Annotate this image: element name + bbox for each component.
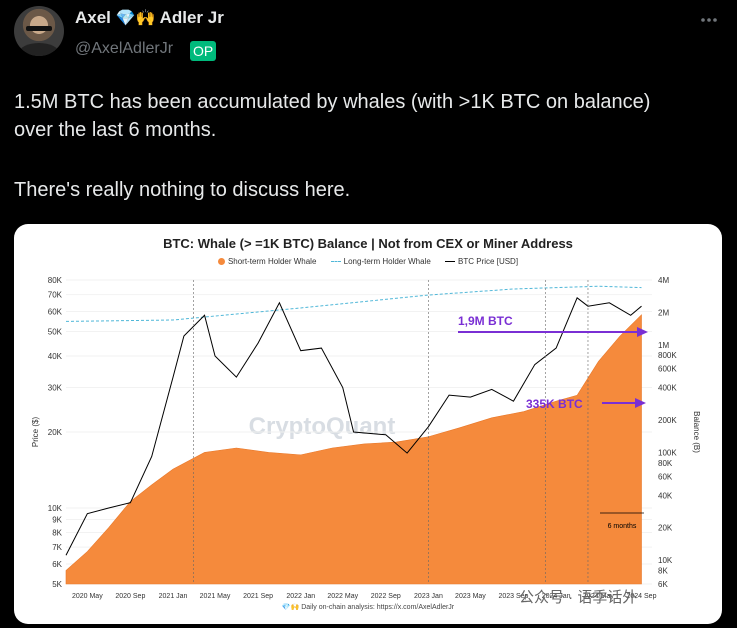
y-left-tick-label: 5K xyxy=(52,580,62,589)
legend-label: BTC Price [USD] xyxy=(458,257,519,266)
y-right-axis-label: Balance (B) xyxy=(692,411,701,453)
legend-item-ltw: Long-term Holder Whale xyxy=(330,257,431,266)
y-left-tick-label: 70K xyxy=(48,291,63,300)
author-emoji: 💎🙌 xyxy=(115,10,156,27)
x-tick-label: 2021 Sep xyxy=(243,593,273,600)
post-image-card[interactable]: BTC: Whale (> =1K BTC) Balance | Not fro… xyxy=(14,224,722,624)
x-tick-label: 2020 Sep xyxy=(115,593,145,600)
chart-footer: 💎🙌 Daily on-chain analysis: https://x.co… xyxy=(281,604,455,611)
x-tick-label: 2021 May xyxy=(200,593,231,600)
y-right-tick-label: 80K xyxy=(658,459,673,468)
post-text-line1: 1.5M BTC has been accumulated by whales … xyxy=(14,91,651,113)
y-left-tick-label: 6K xyxy=(52,560,62,569)
cryptoquant-watermark: CryptoQuant xyxy=(249,413,396,440)
y-right-tick-label: 40K xyxy=(658,491,673,500)
x-tick-label: 2023 May xyxy=(455,593,486,600)
y-left-tick-label: 50K xyxy=(48,328,63,337)
post-text-line2: over the last 6 months. xyxy=(14,119,217,141)
y-left-tick-label: 7K xyxy=(52,543,62,552)
avatar-shirt xyxy=(19,43,59,56)
arrowhead-1-9m-btc xyxy=(637,327,648,337)
annotation-1-9m-btc: 1,9M BTC xyxy=(458,314,513,328)
wechat-watermark: 公众号 · 语季话外 xyxy=(519,589,638,606)
more-horizontal-icon[interactable] xyxy=(695,10,723,30)
author-last-name: Adler Jr xyxy=(159,8,224,27)
y-right-tick-label: 4M xyxy=(658,276,669,285)
y-right-tick-label: 6K xyxy=(658,580,668,589)
y-left-tick-label: 40K xyxy=(48,352,63,361)
y-left-tick-label: 60K xyxy=(48,308,63,317)
x-tick-label: 2023 Sep xyxy=(498,593,528,600)
x-tick-label: 2023 Jan xyxy=(414,593,443,600)
y-left-tick-label: 10K xyxy=(48,504,63,513)
x-tick-label: 2021 Jan xyxy=(159,593,188,600)
avatar-glasses xyxy=(26,26,52,31)
x-tick-label: 2024 Jan xyxy=(542,593,571,600)
y-right-tick-label: 60K xyxy=(658,472,673,481)
series-price-line xyxy=(65,297,642,556)
x-tick-label: 2022 Sep xyxy=(371,593,401,600)
y-left-tick-label: 20K xyxy=(48,428,63,437)
y-left-tick-label: 80K xyxy=(48,276,63,285)
x-tick-label: 2022 May xyxy=(327,593,358,600)
author-name[interactable]: Axel 💎🙌 Adler Jr xyxy=(75,8,224,28)
arrowhead-335k-btc xyxy=(635,398,646,408)
y-left-tick-label: 8K xyxy=(52,528,62,537)
series-ltw-line xyxy=(65,285,642,322)
y-left-tick-label: 9K xyxy=(52,516,62,525)
y-right-tick-label: 1M xyxy=(658,341,669,350)
y-left-tick-label: 30K xyxy=(48,384,63,393)
chart-title: BTC: Whale (> =1K BTC) Balance | Not fro… xyxy=(163,236,573,251)
x-tick-label: 2020 May xyxy=(72,593,103,600)
y-right-tick-label: 10K xyxy=(658,556,673,565)
x-tick-label: 2024 May xyxy=(583,593,614,600)
legend-label: Long-term Holder Whale xyxy=(343,257,431,266)
avatar[interactable] xyxy=(14,6,64,56)
whale-balance-chart: CryptoQuant 80K 70K 60K 50K 40K 30K 20K 10K 9K 8K 7… xyxy=(31,276,701,600)
legend-item-price: BTC Price [USD] xyxy=(445,257,518,266)
annotation-6-months: 6 months xyxy=(608,523,637,530)
y-right-tick-label: 100K xyxy=(658,448,677,457)
legend-item-stw: Short-term Holder Whale xyxy=(217,257,317,266)
chart-legend: Short-term Holder Whale Long-term Holder… xyxy=(14,257,722,266)
y-right-tick-label: 20K xyxy=(658,524,673,533)
author-handle[interactable]: @AxelAdlerJr xyxy=(75,40,174,57)
y-right-tick-label: 200K xyxy=(658,416,677,425)
post-text: 1.5M BTC has been accumulated by whales … xyxy=(14,88,714,144)
post-text-line3: There's really nothing to discuss here. xyxy=(14,179,351,201)
op-badge: OP xyxy=(190,41,217,61)
x-tick-label: 2022 Jan xyxy=(286,593,315,600)
annotation-335k-btc: 335K BTC xyxy=(526,397,583,411)
y-right-tick-label: 8K xyxy=(658,567,668,576)
y-right-tick-label: 600K xyxy=(658,365,677,374)
series-stw-area xyxy=(65,314,642,585)
legend-label: Short-term Holder Whale xyxy=(227,257,317,266)
y-left-axis-label: Price ($) xyxy=(31,417,40,448)
y-right-tick-label: 2M xyxy=(658,308,669,317)
y-right-tick-label: 400K xyxy=(658,384,677,393)
x-tick-label: 2024 Sep xyxy=(627,593,657,600)
y-right-tick-label: 800K xyxy=(658,351,677,360)
author-first-name: Axel xyxy=(75,8,111,27)
